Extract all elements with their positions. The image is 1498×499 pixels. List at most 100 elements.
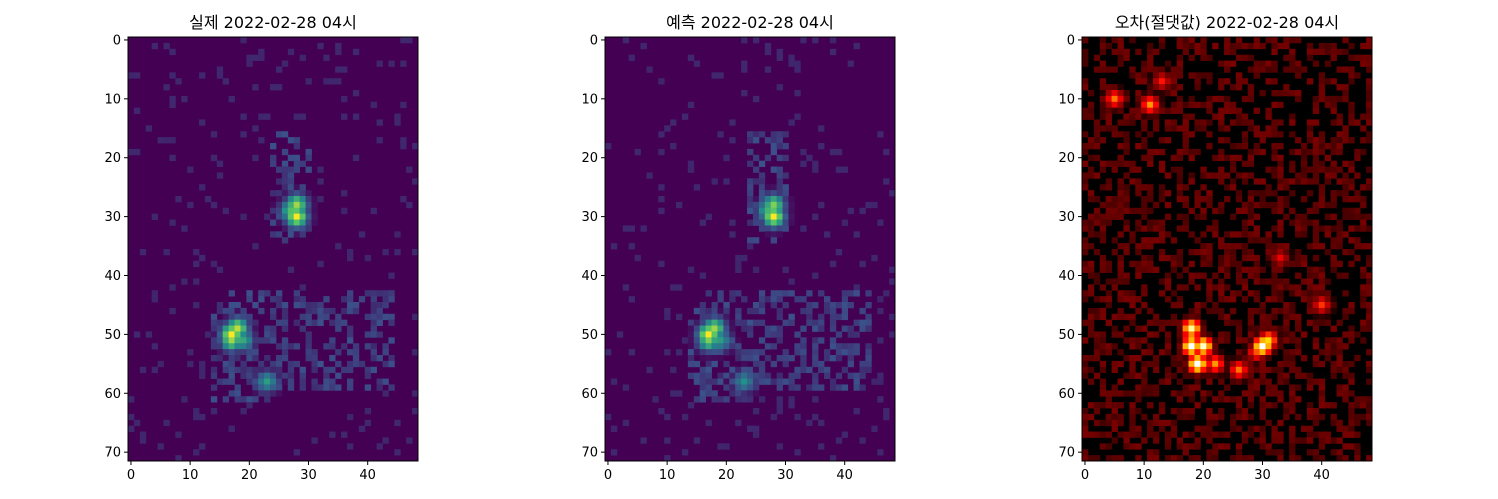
heatmap-cell xyxy=(293,302,301,309)
heatmap-cell xyxy=(776,325,783,332)
heatmap-cell xyxy=(1318,413,1326,421)
heatmap-cell xyxy=(1253,201,1260,209)
heatmap-cell xyxy=(871,201,878,209)
heatmap-cell xyxy=(270,337,277,344)
heatmap-cell xyxy=(1348,207,1355,215)
heatmap-cell xyxy=(1093,331,1101,338)
heatmap-cell xyxy=(364,419,372,427)
heatmap-cell xyxy=(1265,449,1272,456)
heatmap-cell xyxy=(717,325,724,332)
heatmap-cell xyxy=(741,384,748,391)
heatmap-cell xyxy=(829,302,837,309)
heatmap-cell xyxy=(1147,84,1154,91)
heatmap-cell xyxy=(782,266,789,273)
heatmap-cell xyxy=(1283,349,1290,356)
heatmap-cell xyxy=(1289,290,1296,297)
heatmap-cell xyxy=(358,360,366,368)
heatmap-cell xyxy=(1289,207,1296,215)
heatmap-cell xyxy=(1348,249,1355,256)
heatmap-cell xyxy=(1153,437,1160,444)
heatmap-cell xyxy=(741,390,748,397)
heatmap-cell xyxy=(1253,231,1260,238)
heatmap-cell xyxy=(1117,313,1124,321)
heatmap-cell xyxy=(1366,284,1373,291)
heatmap-cell xyxy=(293,449,301,456)
heatmap-cell xyxy=(1306,384,1314,391)
heatmap-cell xyxy=(764,331,772,338)
heatmap-cell xyxy=(216,307,224,315)
heatmap-cell xyxy=(1135,260,1142,268)
heatmap-cell xyxy=(412,313,419,321)
heatmap-cell xyxy=(1235,196,1243,203)
heatmap-cell xyxy=(1200,166,1207,173)
heatmap-cell xyxy=(1093,66,1101,73)
heatmap-cell xyxy=(275,360,283,368)
heatmap-cell xyxy=(1271,437,1278,444)
heatmap-cell xyxy=(1259,413,1266,421)
heatmap-cell xyxy=(1271,48,1278,56)
heatmap-cell xyxy=(1200,337,1207,344)
heatmap-cell xyxy=(1265,378,1272,385)
heatmap-cell xyxy=(758,337,766,344)
heatmap-cell xyxy=(1141,125,1148,132)
heatmap-cell xyxy=(305,219,312,226)
heatmap-cell xyxy=(670,143,677,150)
heatmap-cell xyxy=(859,260,866,268)
heatmap-cell xyxy=(1259,443,1266,450)
heatmap-cell xyxy=(299,302,306,309)
heatmap-cell xyxy=(1271,343,1278,350)
heatmap-cell xyxy=(1123,54,1130,61)
heatmap-cell xyxy=(1123,207,1130,215)
heatmap-cell xyxy=(1271,313,1278,321)
heatmap-cell xyxy=(1354,443,1361,450)
heatmap-cell xyxy=(1099,378,1107,385)
heatmap-cell xyxy=(634,148,641,156)
heatmap-cell xyxy=(1324,48,1331,56)
heatmap-cell xyxy=(853,372,860,379)
heatmap-cell xyxy=(1200,272,1207,279)
heatmap-cell xyxy=(1348,378,1355,385)
heatmap-cell xyxy=(1117,431,1124,438)
heatmap-cell xyxy=(1235,231,1243,238)
heatmap-cell xyxy=(776,131,783,138)
heatmap-cell xyxy=(329,307,336,315)
heatmap-cell xyxy=(1360,243,1367,250)
heatmap-cell xyxy=(776,143,783,150)
heatmap-cell xyxy=(1093,213,1101,220)
heatmap-cell xyxy=(305,148,312,156)
heatmap-cell xyxy=(1330,143,1337,150)
heatmap-cell xyxy=(1306,307,1314,315)
heatmap-cell xyxy=(1093,154,1101,162)
heatmap-cell xyxy=(1182,449,1189,456)
heatmap-cell xyxy=(1206,119,1213,126)
x-tick-label: 20 xyxy=(1195,468,1212,483)
heatmap-cell xyxy=(1218,443,1225,450)
heatmap-cell xyxy=(352,154,360,162)
heatmap-cell xyxy=(1312,143,1320,150)
heatmap-cell xyxy=(1265,278,1272,285)
heatmap-cell xyxy=(1360,196,1367,203)
heatmap-cell xyxy=(1117,178,1124,185)
heatmap-cell xyxy=(1141,101,1148,109)
heatmap-cell xyxy=(764,137,772,144)
heatmap-cell xyxy=(128,396,135,403)
heatmap-cell xyxy=(1289,66,1296,73)
heatmap-cell xyxy=(1188,313,1195,321)
heatmap-cell xyxy=(1129,431,1136,438)
heatmap-cell xyxy=(1336,237,1343,244)
heatmap-cell xyxy=(741,325,748,332)
heatmap-cell xyxy=(1348,54,1355,61)
heatmap-cell xyxy=(1200,119,1207,126)
heatmap-cell xyxy=(741,355,748,362)
heatmap-cell xyxy=(1235,366,1243,374)
heatmap-cell xyxy=(1170,166,1178,173)
heatmap-cell xyxy=(1247,396,1255,403)
heatmap-cell xyxy=(1265,260,1272,268)
heatmap-cell xyxy=(193,249,200,256)
heatmap-cell xyxy=(234,302,241,309)
heatmap-cell xyxy=(1318,95,1326,103)
heatmap-cell xyxy=(1170,425,1178,432)
heatmap-cell xyxy=(1212,413,1219,421)
heatmap-cell xyxy=(1295,90,1302,97)
heatmap-cell xyxy=(705,390,712,397)
